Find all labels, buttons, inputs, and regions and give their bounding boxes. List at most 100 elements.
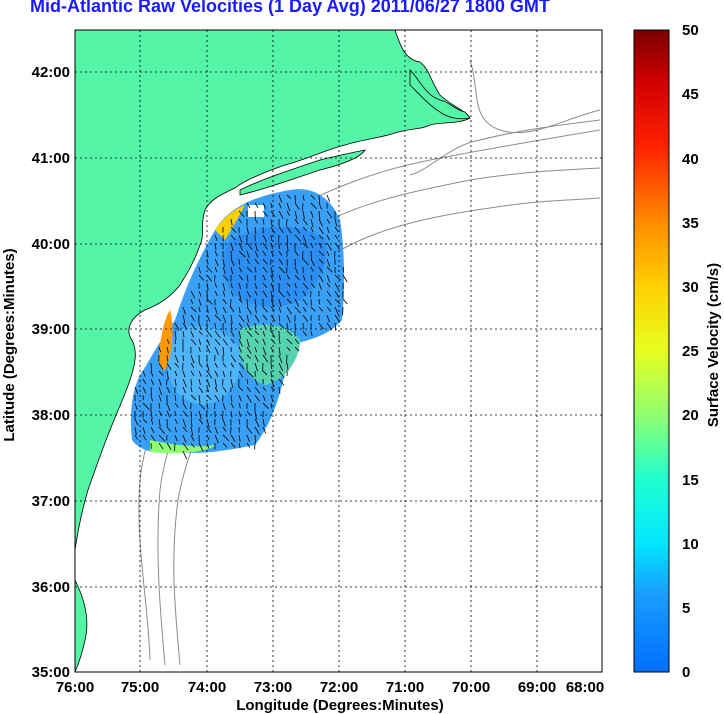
current-vector — [262, 266, 268, 273]
current-vector — [238, 434, 241, 442]
current-vector — [150, 378, 154, 385]
current-vector — [198, 402, 206, 410]
current-vector — [246, 258, 250, 265]
x-tick-label: 71:00 — [386, 679, 424, 696]
x-tick-label: 75:00 — [121, 679, 159, 696]
current-vector — [158, 418, 161, 428]
current-vector — [254, 306, 258, 314]
current-vector — [238, 234, 243, 243]
current-vector — [310, 266, 314, 272]
current-vector — [310, 234, 316, 240]
current-vector — [214, 306, 218, 315]
current-vector — [262, 418, 265, 427]
current-vector — [238, 394, 242, 402]
current-vector — [238, 410, 241, 417]
current-vector — [238, 322, 243, 329]
current-vector — [286, 298, 292, 304]
current-vector — [302, 234, 307, 244]
current-vector — [214, 346, 220, 356]
current-vector — [190, 306, 197, 313]
current-vector — [206, 426, 212, 434]
current-vector — [182, 370, 186, 378]
current-vector — [270, 378, 275, 388]
current-vector — [254, 330, 260, 336]
current-vector — [246, 266, 253, 273]
current-vector — [158, 426, 166, 435]
current-vector — [310, 306, 316, 312]
current-vector — [150, 386, 152, 396]
current-vector — [270, 202, 273, 209]
current-vector — [286, 306, 293, 315]
current-vector — [238, 330, 242, 339]
current-vector — [270, 362, 273, 370]
current-vector — [278, 258, 284, 266]
current-vector — [286, 282, 291, 288]
current-vector — [254, 218, 258, 224]
current-vector — [286, 338, 293, 345]
current-vector — [278, 298, 282, 308]
current-vector — [230, 290, 234, 297]
y-axis-label: Latitude (Degrees:Minutes) — [1, 248, 18, 441]
current-vector — [230, 362, 234, 368]
current-vector — [230, 282, 233, 289]
current-vector — [318, 218, 323, 227]
current-vector — [198, 442, 204, 452]
current-vector — [190, 386, 193, 393]
current-vector — [294, 274, 300, 281]
current-vector — [230, 378, 234, 388]
x-tick-label: 70:00 — [452, 679, 490, 696]
current-vector — [254, 346, 258, 353]
current-vector — [214, 282, 218, 288]
current-vector — [206, 378, 211, 388]
current-vector — [318, 234, 324, 240]
current-vector — [230, 330, 235, 338]
current-vector — [262, 402, 269, 410]
current-vector — [206, 266, 213, 273]
current-vector — [222, 362, 227, 368]
current-vector — [206, 306, 209, 314]
current-vector — [246, 306, 252, 315]
current-vector — [342, 298, 348, 305]
current-vector — [182, 410, 189, 418]
current-vector — [326, 210, 333, 219]
current-vector — [302, 250, 304, 260]
current-vector — [270, 218, 273, 227]
current-vector — [238, 442, 241, 449]
x-tick-label: 72:00 — [320, 679, 358, 696]
current-vector — [278, 210, 284, 219]
current-vector — [294, 218, 299, 225]
current-vector — [246, 250, 250, 258]
current-vector — [326, 242, 332, 251]
current-vector — [294, 338, 300, 344]
current-vector — [318, 202, 323, 210]
y-tick-label: 36:00 — [32, 579, 70, 596]
current-vector — [166, 362, 172, 371]
current-vector — [222, 402, 226, 410]
current-vector — [286, 322, 289, 331]
current-vector — [214, 338, 221, 346]
current-vector — [206, 298, 213, 305]
current-vector — [206, 330, 213, 338]
current-vector — [254, 378, 258, 386]
current-vector — [238, 242, 243, 251]
x-tick-label: 68:00 — [566, 679, 604, 696]
current-vector — [230, 306, 235, 313]
current-vector — [222, 290, 226, 297]
current-vector — [206, 370, 213, 379]
map-grid — [75, 30, 602, 672]
current-vector — [286, 290, 291, 297]
current-vector — [158, 378, 162, 386]
current-vector — [326, 218, 330, 224]
current-vector — [278, 338, 281, 345]
current-vector — [198, 338, 202, 345]
current-vector — [222, 306, 227, 314]
current-vector — [222, 338, 228, 346]
current-vector — [238, 282, 242, 289]
current-vector — [318, 274, 324, 283]
current-vector — [326, 306, 332, 312]
current-vector — [150, 362, 153, 372]
current-vector — [318, 306, 323, 312]
current-vector — [326, 298, 332, 306]
current-vector — [294, 194, 297, 204]
current-vector — [214, 250, 218, 257]
